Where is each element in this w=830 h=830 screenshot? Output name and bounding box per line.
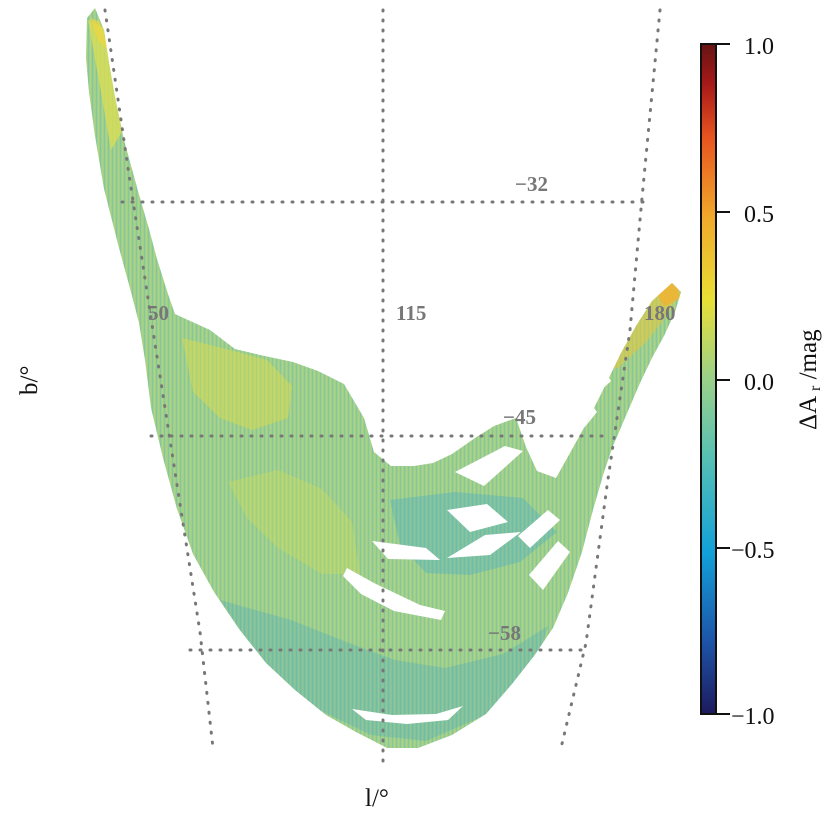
- colorbar-tick-label-minus-1: −1.0: [731, 704, 775, 730]
- colorbar-title-suffix: /mag: [795, 329, 822, 379]
- gap-6: [372, 541, 440, 560]
- colorbar-title-subscript: r: [807, 385, 824, 391]
- colorbar-tick-label-0-5: 0.5: [744, 202, 774, 228]
- longitude-gridlines: [103, 8, 662, 770]
- longitude-label-180: 180: [644, 301, 676, 325]
- gap-3: [518, 510, 560, 548]
- gap-7: [352, 706, 463, 724]
- middle-yellow-patch: [228, 470, 360, 574]
- latitude-label-minus-45: −45: [503, 405, 536, 429]
- colorbar-title-text: ΔA: [795, 396, 822, 430]
- colorbar-title: ΔA r /mag: [795, 329, 824, 430]
- colorbar-tick-label-minus-0-5: −0.5: [731, 538, 775, 564]
- latitude-gridlines: [120, 200, 649, 652]
- colorbar-tick-label-0: 0.0: [744, 370, 774, 396]
- axis-titles: b/° l/°: [16, 366, 389, 812]
- gap-4: [529, 541, 570, 590]
- grid-labels: 50 115 180 −32 −45 −58: [148, 172, 676, 645]
- longitude-label-50: 50: [148, 301, 169, 325]
- colorbar: 1.0 0.5 0.0 −0.5 −1.0 ΔA r /mag: [700, 34, 824, 730]
- colorbar-gradient: [700, 43, 717, 715]
- gap-8: [455, 446, 523, 486]
- gap-5: [343, 568, 445, 620]
- grid-line-longitude-180: [559, 8, 662, 750]
- left-yellow-patch: [182, 338, 292, 430]
- upper-left-yellow-patch: [88, 20, 124, 150]
- colorbar-tick-label-1: 1.0: [744, 34, 774, 60]
- y-axis-title: b/°: [16, 366, 43, 395]
- grid-line-longitude-50: [103, 8, 215, 750]
- colorbar-title-main: ΔA r /mag: [795, 329, 824, 430]
- yellow-tip-highlight: [90, 18, 108, 50]
- gap-1: [447, 504, 508, 532]
- x-axis-title: l/°: [365, 785, 389, 812]
- latitude-label-minus-32: −32: [515, 172, 548, 196]
- right-tip-highlight: [655, 280, 680, 307]
- longitude-label-115: 115: [396, 301, 426, 325]
- latitude-label-minus-58: −58: [488, 621, 521, 645]
- gap-2: [447, 532, 521, 558]
